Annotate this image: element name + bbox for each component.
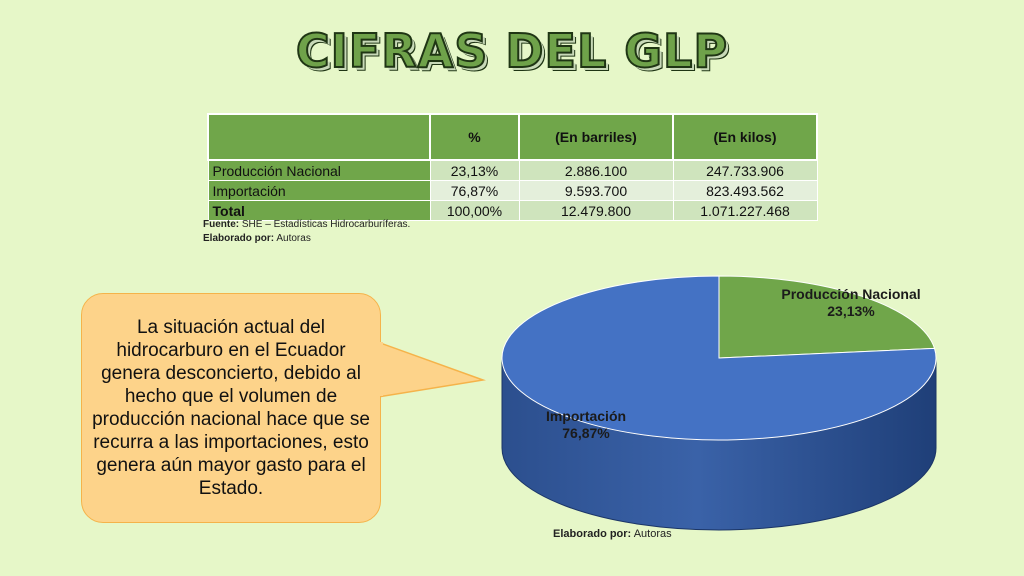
barrels-cell: 12.479.800	[518, 200, 674, 221]
header-cell	[207, 113, 431, 161]
table-credit: Elaborado por: Autoras	[203, 233, 311, 244]
pct-cell: 76,87%	[429, 180, 520, 201]
callout-text: La situación actual del hidrocarburo en …	[92, 317, 370, 499]
page-title: CIFRAS DEL GLP	[295, 23, 729, 79]
source-note: Fuente: SHE – Estadísticas Hidrocarburíf…	[203, 219, 410, 230]
header-cell: (En barriles)	[518, 113, 674, 161]
pie-slice-produccion	[718, 275, 936, 359]
slice-category: Producción Nacional	[781, 286, 921, 302]
pct-cell: 100,00%	[429, 200, 520, 221]
slice-category: Importación	[545, 408, 627, 424]
chart-credit-label: Elaborado por:	[553, 528, 632, 540]
table-row: Producción Nacional 23,13% 2.886.100 247…	[207, 159, 818, 181]
slice-label-importacion: Importación 76,87%	[535, 408, 637, 442]
pie-slice-importacion	[501, 275, 937, 441]
barrels-cell: 2.886.100	[518, 159, 674, 181]
table-credit-label: Elaborado por:	[203, 233, 275, 244]
slice-value: 76,87%	[562, 425, 610, 441]
header-cell: (En kilos)	[672, 113, 818, 161]
table-row: Importación 76,87% 9.593.700 823.493.562	[207, 180, 818, 201]
header-cell: %	[429, 113, 520, 161]
kilos-cell: 247.733.906	[672, 159, 818, 181]
glp-table: % (En barriles) (En kilos) Producción Na…	[207, 113, 818, 221]
row-label: Importación	[207, 180, 431, 201]
table-row: Total 100,00% 12.479.800 1.071.227.468	[207, 200, 818, 221]
table-credit-text: Autoras	[276, 233, 311, 244]
kilos-cell: 1.071.227.468	[672, 200, 818, 221]
callout-bubble: La situación actual del hidrocarburo en …	[81, 293, 381, 523]
chart-credit-text: Autoras	[633, 528, 672, 540]
table-header-row: % (En barriles) (En kilos)	[207, 113, 818, 161]
source-label: Fuente:	[203, 219, 240, 230]
row-label: Producción Nacional	[207, 159, 431, 181]
pct-cell: 23,13%	[429, 159, 520, 181]
slice-label-produccion: Producción Nacional 23,13%	[770, 286, 932, 320]
source-text: SHE – Estadísticas Hidrocarburíferas.	[241, 219, 411, 230]
slice-value: 23,13%	[827, 303, 875, 319]
chart-credit: Elaborado por: Autoras	[553, 528, 672, 540]
row-label: Total	[207, 200, 431, 221]
